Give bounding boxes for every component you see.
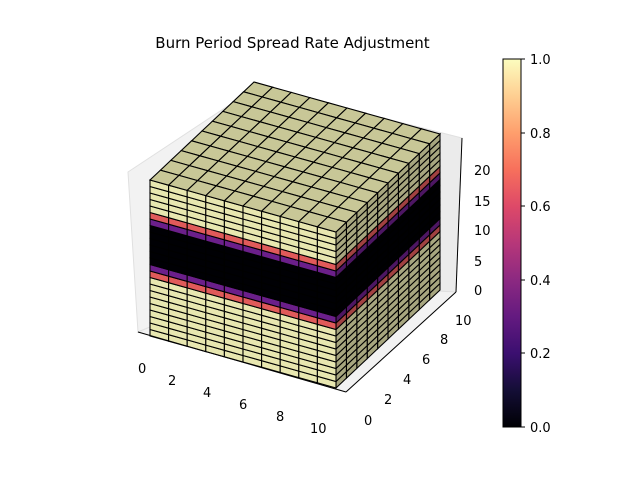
x-tick-2: 2 (168, 374, 176, 389)
x-axis-ticks: 0 2 4 6 8 10 (138, 362, 327, 437)
y-tick-2: 2 (384, 393, 392, 408)
x-tick-8: 8 (276, 410, 284, 425)
z-axis-ticks: 0 5 10 15 20 (474, 164, 491, 299)
colorbar: 0.0 0.2 0.4 0.6 0.8 1.0 (502, 53, 551, 436)
z-tick-5: 5 (474, 255, 482, 270)
z-tick-20: 20 (474, 164, 491, 179)
y-tick-8: 8 (440, 333, 448, 348)
z-tick-0: 0 (474, 284, 482, 299)
x-tick-6: 6 (239, 398, 247, 413)
x-tick-0: 0 (138, 362, 146, 377)
z-tick-15: 15 (474, 195, 491, 210)
y-tick-4: 4 (403, 373, 411, 388)
x-tick-4: 4 (203, 386, 211, 401)
voxel-cube (148, 81, 442, 390)
colorbar-tick-0.6: 0.6 (530, 200, 551, 215)
voxel-top-face (316, 216, 348, 233)
colorbar-tick-0.4: 0.4 (530, 274, 551, 289)
axis-lines (137, 137, 463, 393)
y-tick-6: 6 (422, 353, 430, 368)
chart-title: Burn Period Spread Rate Adjustment (155, 34, 430, 52)
colorbar-tick-0.0: 0.0 (530, 421, 551, 436)
x-tick-10: 10 (310, 422, 327, 437)
y-tick-10: 10 (455, 314, 472, 329)
colorbar-tick-0.8: 0.8 (530, 127, 551, 142)
colorbar-tick-0.2: 0.2 (530, 347, 551, 362)
y-tick-0: 0 (364, 414, 372, 429)
colorbar-tick-1.0: 1.0 (530, 53, 551, 68)
z-tick-10: 10 (474, 224, 491, 239)
y-axis-ticks: 0 2 4 6 8 10 (364, 314, 472, 429)
